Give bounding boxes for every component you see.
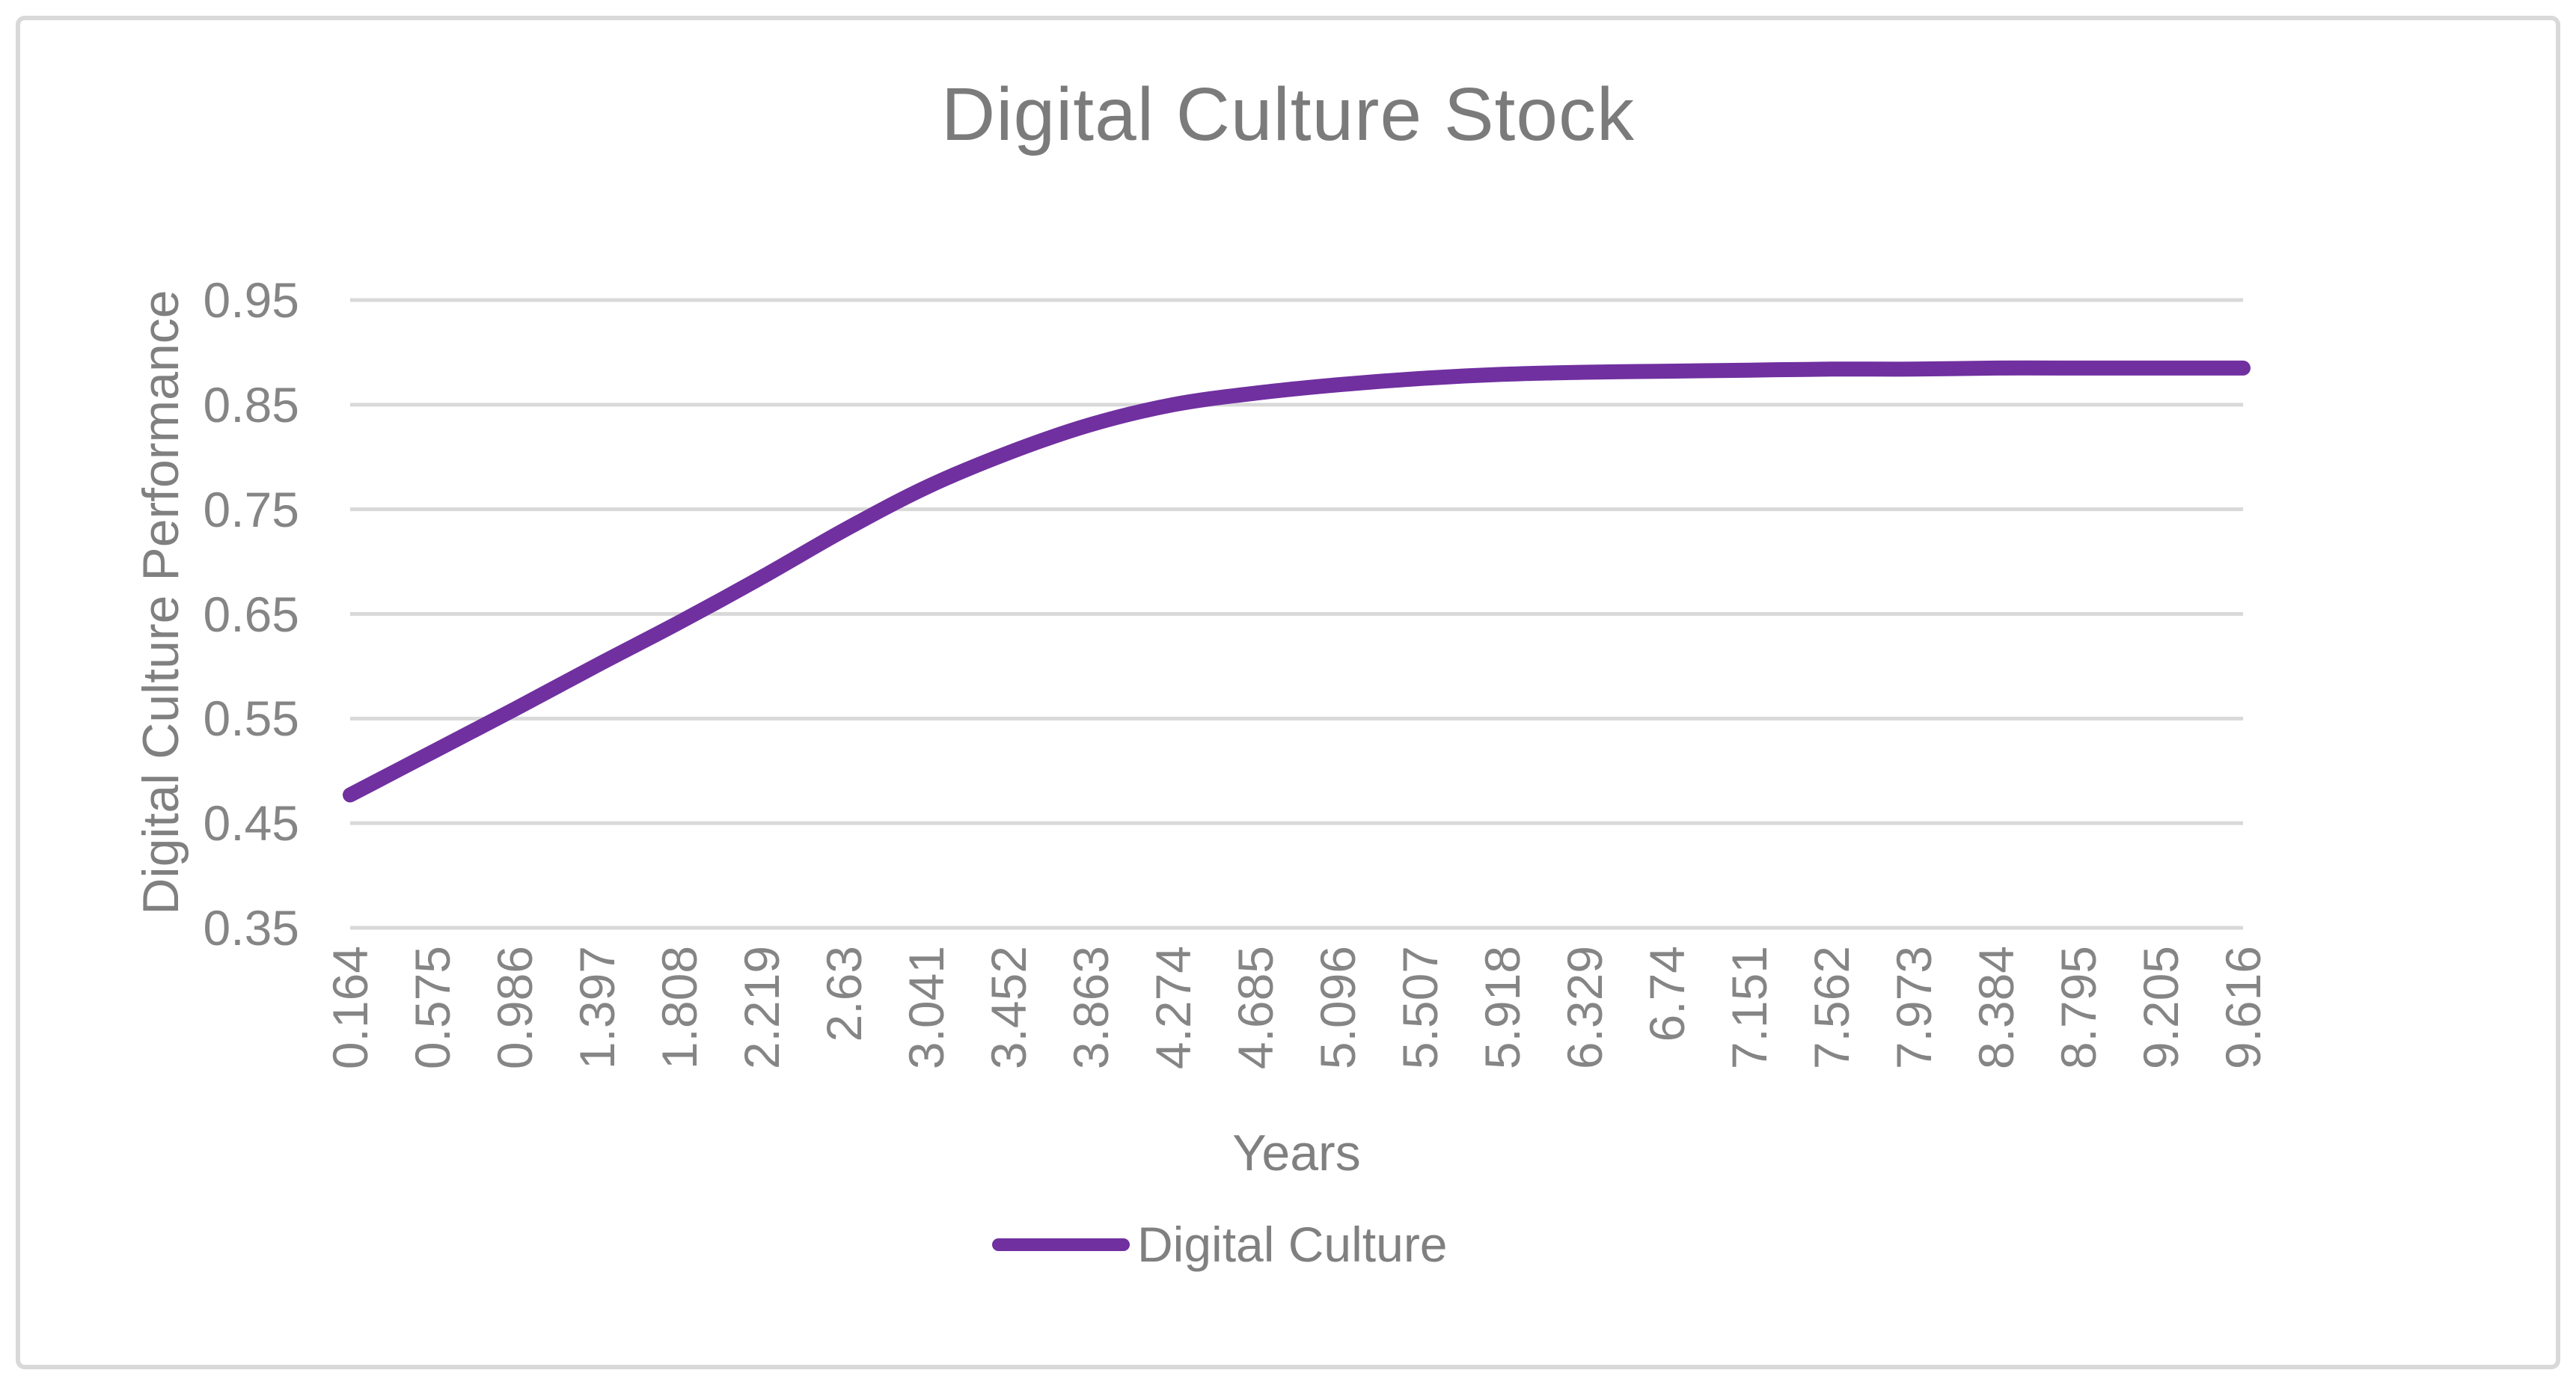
x-tick-label: 3.863 [1063,946,1119,1070]
x-tick-label: 3.041 [899,946,954,1070]
chart-title: Digital Culture Stock [941,73,1635,156]
x-tick-label: 9.616 [2215,946,2271,1070]
x-tick-label: 6.74 [1639,946,1695,1042]
y-tick-label: 0.55 [203,691,299,747]
x-tick-label: 4.685 [1228,946,1283,1070]
y-tick-label: 0.75 [203,481,299,537]
legend: Digital Culture [992,1217,1448,1272]
x-tick-label: 6.329 [1557,946,1612,1070]
x-tick-label: 5.918 [1475,946,1530,1070]
legend-line-swatch [992,1238,1130,1251]
x-tick-label: 1.397 [569,946,625,1070]
x-tick-label: 0.575 [405,946,460,1070]
x-tick-label: 1.808 [652,946,707,1070]
y-tick-label: 0.65 [203,586,299,642]
x-tick-label: 2.219 [734,946,789,1070]
x-tick-label: 5.096 [1310,946,1365,1070]
x-tick-label: 7.973 [1886,946,1942,1070]
y-tick-label: 0.85 [203,376,299,432]
y-tick-label: 0.95 [203,272,299,328]
chart-border [16,16,2560,1369]
x-tick-label: 9.205 [2133,946,2188,1070]
x-tick-label: 4.274 [1145,946,1201,1070]
x-tick-label: 0.164 [322,946,378,1070]
x-tick-label: 8.795 [2051,946,2106,1070]
y-tick-label: 0.45 [203,795,299,852]
series-line-digital-culture [343,360,2251,803]
x-axis-title: Years [1232,1125,1361,1181]
x-tick-label: 5.507 [1392,946,1448,1070]
x-tick-label: 7.151 [1722,946,1777,1070]
x-tick-label: 0.986 [487,946,542,1070]
x-tick-label: 3.452 [981,946,1036,1070]
x-tick-label: 2.63 [816,946,872,1042]
x-tick-label: 8.384 [1968,946,2024,1070]
x-tick-label: 7.562 [1804,946,1859,1070]
legend-series-label: Digital Culture [1137,1217,1448,1272]
y-tick-label: 0.35 [203,900,299,956]
